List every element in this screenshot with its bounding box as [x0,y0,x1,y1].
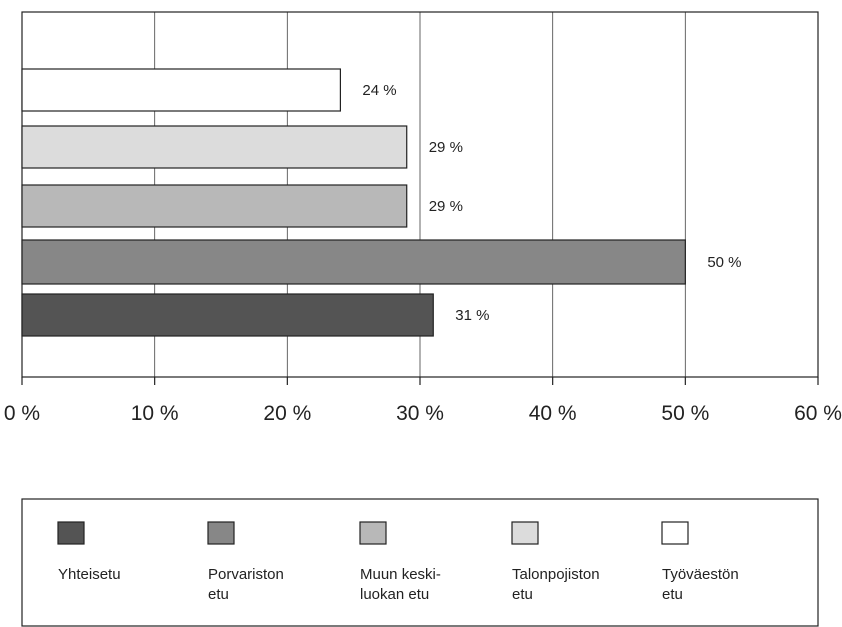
x-axis-tick-labels: 0 % 10 % 20 % 30 % 40 % 50 % 60 % [4,402,842,425]
bar [21,184,408,228]
legend-label: Porvariston [208,566,284,583]
bar-value-label: 29 % [429,198,463,215]
x-tick-label: 40 % [529,402,577,425]
legend-swatch [57,521,85,545]
legend-label: etu [662,586,683,603]
legend-label: etu [208,586,229,603]
bar [21,68,341,112]
data-labels: 24 % 29 % 29 % 50 % 31 % [362,82,741,324]
legend-label: luokan etu [360,586,429,603]
legend-label: Talonpojiston [512,566,600,583]
legend-label: Muun keski- [360,566,441,583]
bar-value-label: 31 % [455,307,489,324]
bar-value-label: 24 % [362,82,396,99]
legend-swatch [207,521,235,545]
bars [21,68,686,337]
bar-value-label: 50 % [707,254,741,271]
bar-value-label: 29 % [429,139,463,156]
legend-swatch [511,521,539,545]
x-tick-label: 20 % [263,402,311,425]
x-tick-label: 60 % [794,402,842,425]
bar [21,239,686,285]
x-tick-label: 0 % [4,402,40,425]
x-tick-label: 50 % [661,402,709,425]
bar [21,293,434,337]
legend-swatch [359,521,387,545]
legend-label: Yhteisetu [58,566,121,583]
legend-label: etu [512,586,533,603]
legend-label: Työväestön [662,566,739,583]
legend: Yhteisetu Porvariston etu Muun keski-luokan… [21,498,819,627]
x-tick-label: 30 % [396,402,444,425]
legend-swatch [661,521,689,545]
legend-frame [21,498,819,627]
x-tick-label: 10 % [131,402,179,425]
bar [21,125,408,169]
